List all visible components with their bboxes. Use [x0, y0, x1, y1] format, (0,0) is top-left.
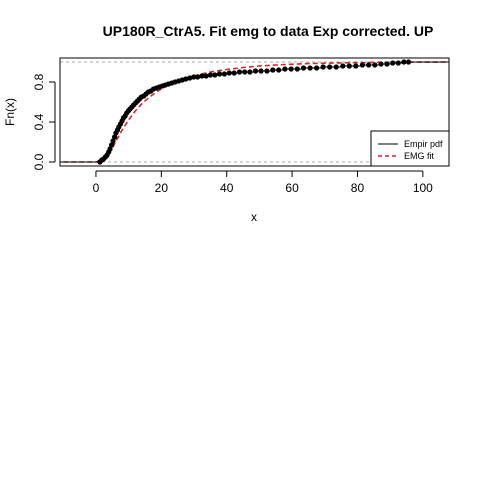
ecdf-point	[366, 62, 372, 68]
ecdf-point	[372, 62, 378, 68]
y-axis-label: Fn(x)	[3, 98, 17, 126]
ecdf-point	[207, 72, 213, 78]
ecdf-point	[247, 69, 253, 75]
legend-label-empir: Empir pdf	[404, 139, 443, 149]
ecdf-point	[212, 72, 218, 78]
ecdf-point	[187, 75, 193, 81]
x-axis-label: x	[251, 210, 257, 224]
ecdf-point	[270, 67, 276, 73]
chart-title: UP180R_CtrA5. Fit emg to data Exp correc…	[103, 23, 434, 39]
ecdf-point	[109, 142, 115, 148]
ecdf-point	[346, 63, 352, 69]
ecdf-point	[314, 65, 320, 71]
ecdf-point	[353, 63, 359, 69]
ecdf-point	[320, 64, 326, 70]
ecdf-point	[195, 74, 201, 80]
ecdf-point	[359, 62, 365, 68]
legend: Empir pdf EMG fit	[370, 130, 450, 167]
ecdf-point	[401, 59, 407, 65]
ecdf-point	[264, 68, 270, 74]
ecdf-point	[112, 134, 118, 140]
ecdf-point	[378, 61, 384, 67]
plot-frame	[59, 57, 450, 167]
ecdf-point	[107, 146, 113, 152]
legend-box	[370, 130, 450, 167]
ecdf-point	[390, 60, 396, 66]
x-tick-label: 40	[220, 181, 234, 195]
ecdf-point	[110, 138, 116, 144]
ecdf-point	[252, 68, 259, 74]
ecdf-point	[258, 68, 264, 74]
ecdf-point	[199, 73, 205, 79]
ecdf-point	[300, 65, 307, 71]
legend-label-emg: EMG fit	[404, 151, 435, 161]
ecdf-point	[221, 71, 227, 77]
ecdf-point	[282, 66, 288, 72]
ecdf-point	[333, 64, 339, 70]
ecdf-point	[236, 69, 243, 75]
y-tick-label: 0.4	[32, 113, 46, 130]
ecdf-point	[307, 65, 313, 71]
ecdf-point	[405, 59, 412, 65]
ecdf-point	[191, 74, 197, 80]
ecdf-point	[384, 61, 390, 67]
y-tick-label: 0.0	[32, 153, 46, 170]
x-tick-label: 20	[155, 181, 169, 195]
ecdf-point	[276, 67, 282, 73]
y-axis: 0.0 0.4 0.8	[32, 73, 56, 170]
ecdf-point	[294, 66, 300, 72]
ecdf-point	[340, 63, 346, 69]
x-tick-label: 80	[351, 181, 365, 195]
x-tick-label: 0	[93, 181, 100, 195]
x-tick-label: 100	[413, 181, 433, 195]
ecdf-point	[395, 60, 401, 66]
x-axis: 0 20 40 60 80 100	[93, 170, 433, 195]
ecdf-point	[327, 64, 333, 70]
y-tick-label: 0.8	[32, 73, 46, 90]
ecdf-point	[288, 66, 294, 72]
ecdf-layer	[60, 59, 449, 165]
x-tick-label: 60	[285, 181, 299, 195]
axes: 0 20 40 60 80 100 0.0 0.4 0.8	[32, 73, 433, 195]
ecdf-point	[183, 76, 189, 82]
ecdf-point	[231, 70, 237, 76]
ecdf-point	[203, 73, 209, 79]
ecdf-point	[242, 69, 248, 75]
ecdf-point	[226, 70, 232, 76]
ecdf-point	[216, 71, 223, 77]
